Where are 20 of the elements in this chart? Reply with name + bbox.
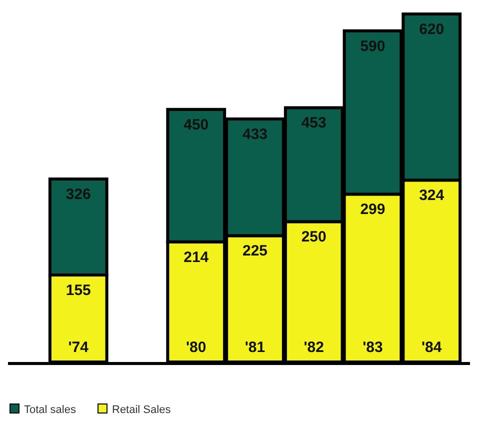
data-label: 214 [184, 248, 210, 266]
data-label: 250 [301, 228, 326, 246]
data-label: 299 [360, 201, 386, 218]
data-label: 324 [419, 187, 445, 204]
data-label: 225 [242, 242, 268, 260]
x-tick-label: '83 [362, 339, 383, 356]
data-label: 155 [66, 282, 91, 299]
total-label: 326 [66, 186, 91, 204]
total-label: 453 [301, 114, 326, 132]
x-tick-label: '74 [68, 339, 90, 356]
legend-label: Retail Sales [112, 404, 172, 416]
total-label: 620 [419, 21, 444, 38]
total-label: 450 [184, 116, 209, 134]
x-tick-label: '84 [421, 339, 442, 356]
total-label: 433 [242, 126, 268, 143]
x-tick-label: '80 [186, 339, 206, 356]
x-tick-label: '82 [304, 339, 324, 356]
x-tick-label: '81 [244, 339, 266, 356]
total-label: 590 [360, 38, 386, 55]
legend-label: Total sales [24, 404, 76, 416]
